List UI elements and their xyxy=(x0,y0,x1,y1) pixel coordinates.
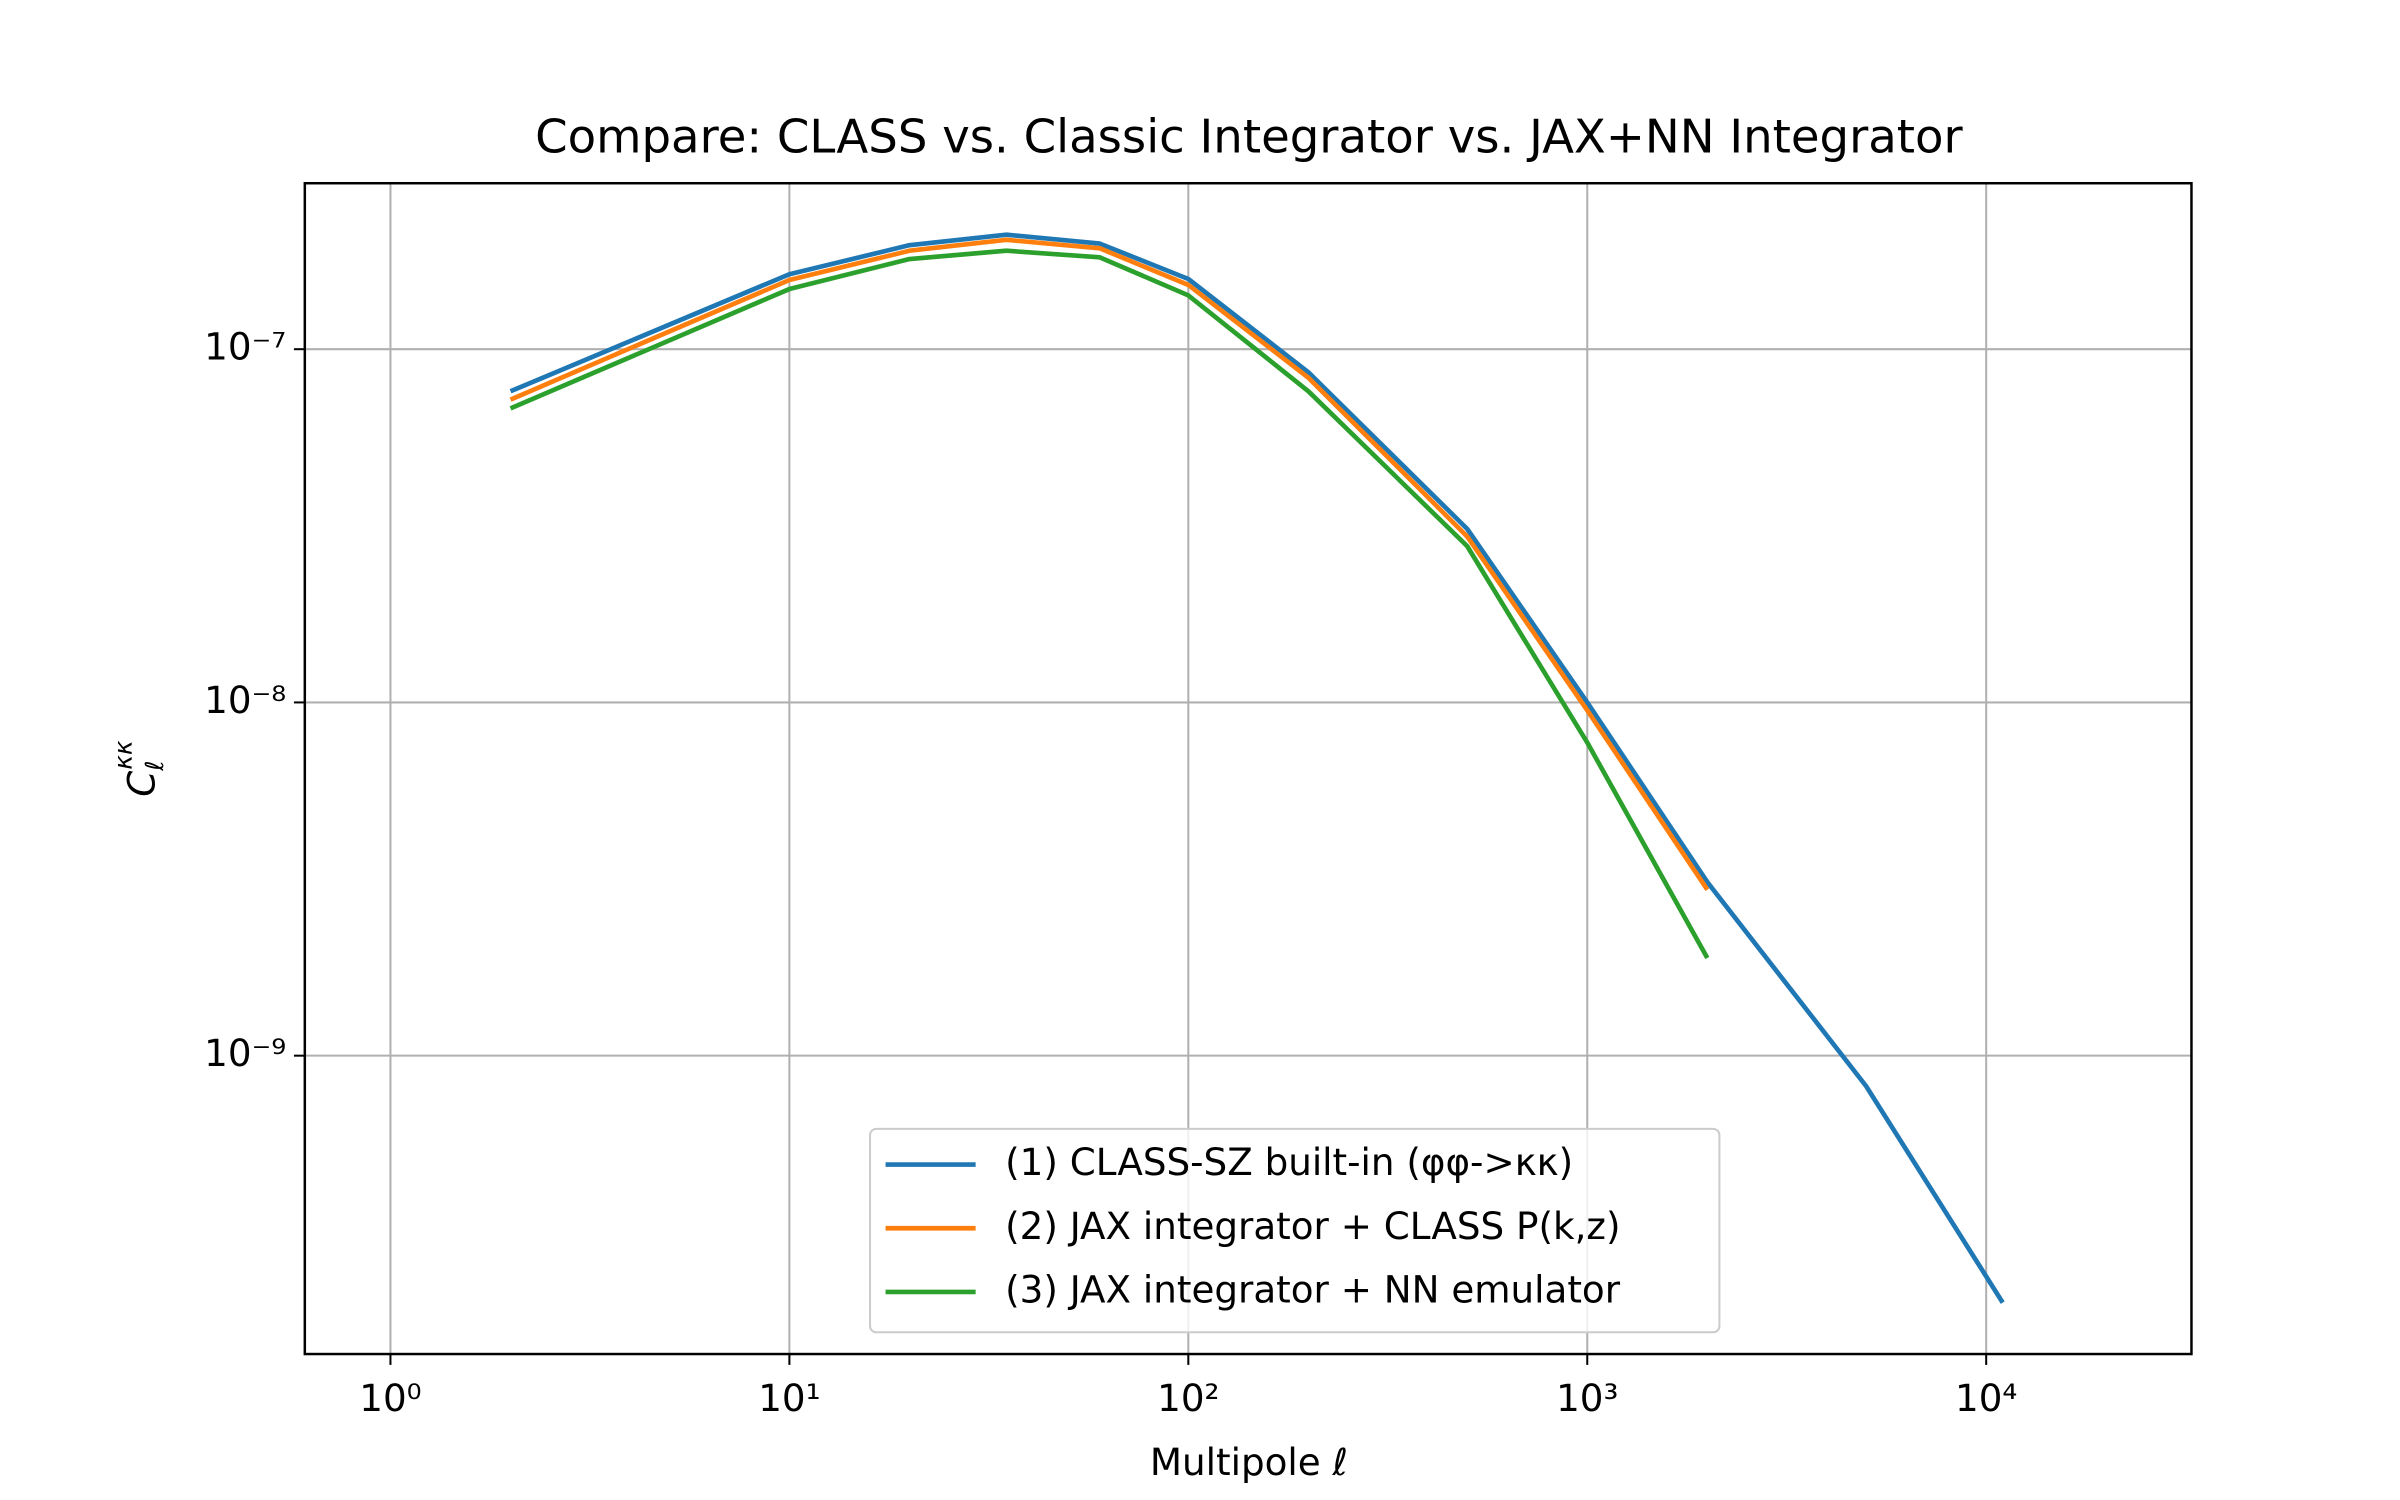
legend-label: (2) JAX integrator + CLASS P(k,z) xyxy=(1005,1204,1620,1248)
x-tick-label: 10⁰ xyxy=(359,1376,421,1420)
y-label-sup: κκ xyxy=(109,740,138,770)
x-tick-label: 10² xyxy=(1157,1376,1219,1420)
y-axis-label: Cℓκκ xyxy=(109,740,169,797)
x-tick-label: 10¹ xyxy=(758,1376,820,1420)
legend-label: (3) JAX integrator + NN emulator xyxy=(1005,1267,1621,1311)
chart-title: Compare: CLASS vs. Classic Integrator vs… xyxy=(535,109,1963,163)
y-tick-label: 10⁻⁹ xyxy=(204,1031,286,1075)
y-tick-label: 10⁻⁸ xyxy=(204,678,286,722)
x-tick-label: 10⁴ xyxy=(1955,1376,2017,1420)
series-line xyxy=(509,248,1710,960)
legend-box xyxy=(869,1127,1721,1334)
series-line xyxy=(509,232,2005,1304)
y-label-base: C xyxy=(119,771,163,797)
plot-frame xyxy=(303,181,2193,1356)
y-tick-label: 10⁻⁷ xyxy=(204,325,286,369)
grid xyxy=(304,183,2192,1355)
series-line xyxy=(509,237,1710,892)
legend: (1) CLASS-SZ built-in (φφ->κκ) (2) JAX in… xyxy=(869,1127,1721,1334)
plot-lines xyxy=(509,232,2005,1304)
legend-label: (1) CLASS-SZ built-in (φφ->κκ) xyxy=(1005,1140,1573,1184)
x-tick-label: 10³ xyxy=(1556,1376,1618,1420)
x-axis-label: Multipole ℓ xyxy=(1150,1440,1348,1484)
y-label-sub: ℓ xyxy=(140,760,169,771)
